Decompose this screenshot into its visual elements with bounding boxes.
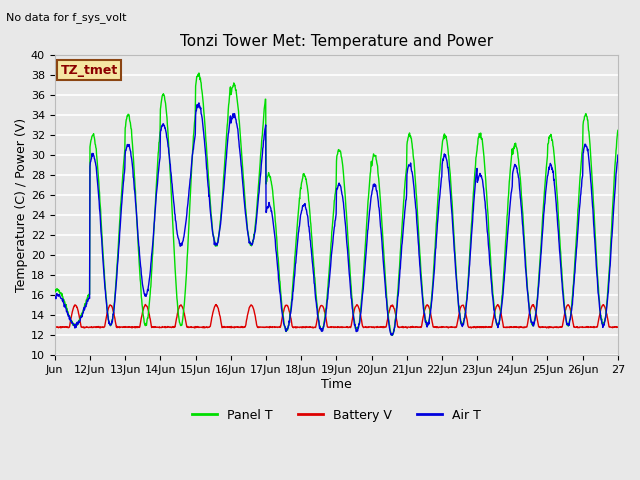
Y-axis label: Temperature (C) / Power (V): Temperature (C) / Power (V)	[15, 118, 28, 292]
Legend: Panel T, Battery V, Air T: Panel T, Battery V, Air T	[187, 404, 486, 427]
Text: No data for f_sys_volt: No data for f_sys_volt	[6, 12, 127, 23]
Text: TZ_tmet: TZ_tmet	[60, 63, 118, 76]
Title: Tonzi Tower Met: Temperature and Power: Tonzi Tower Met: Temperature and Power	[180, 34, 493, 49]
X-axis label: Time: Time	[321, 378, 352, 391]
